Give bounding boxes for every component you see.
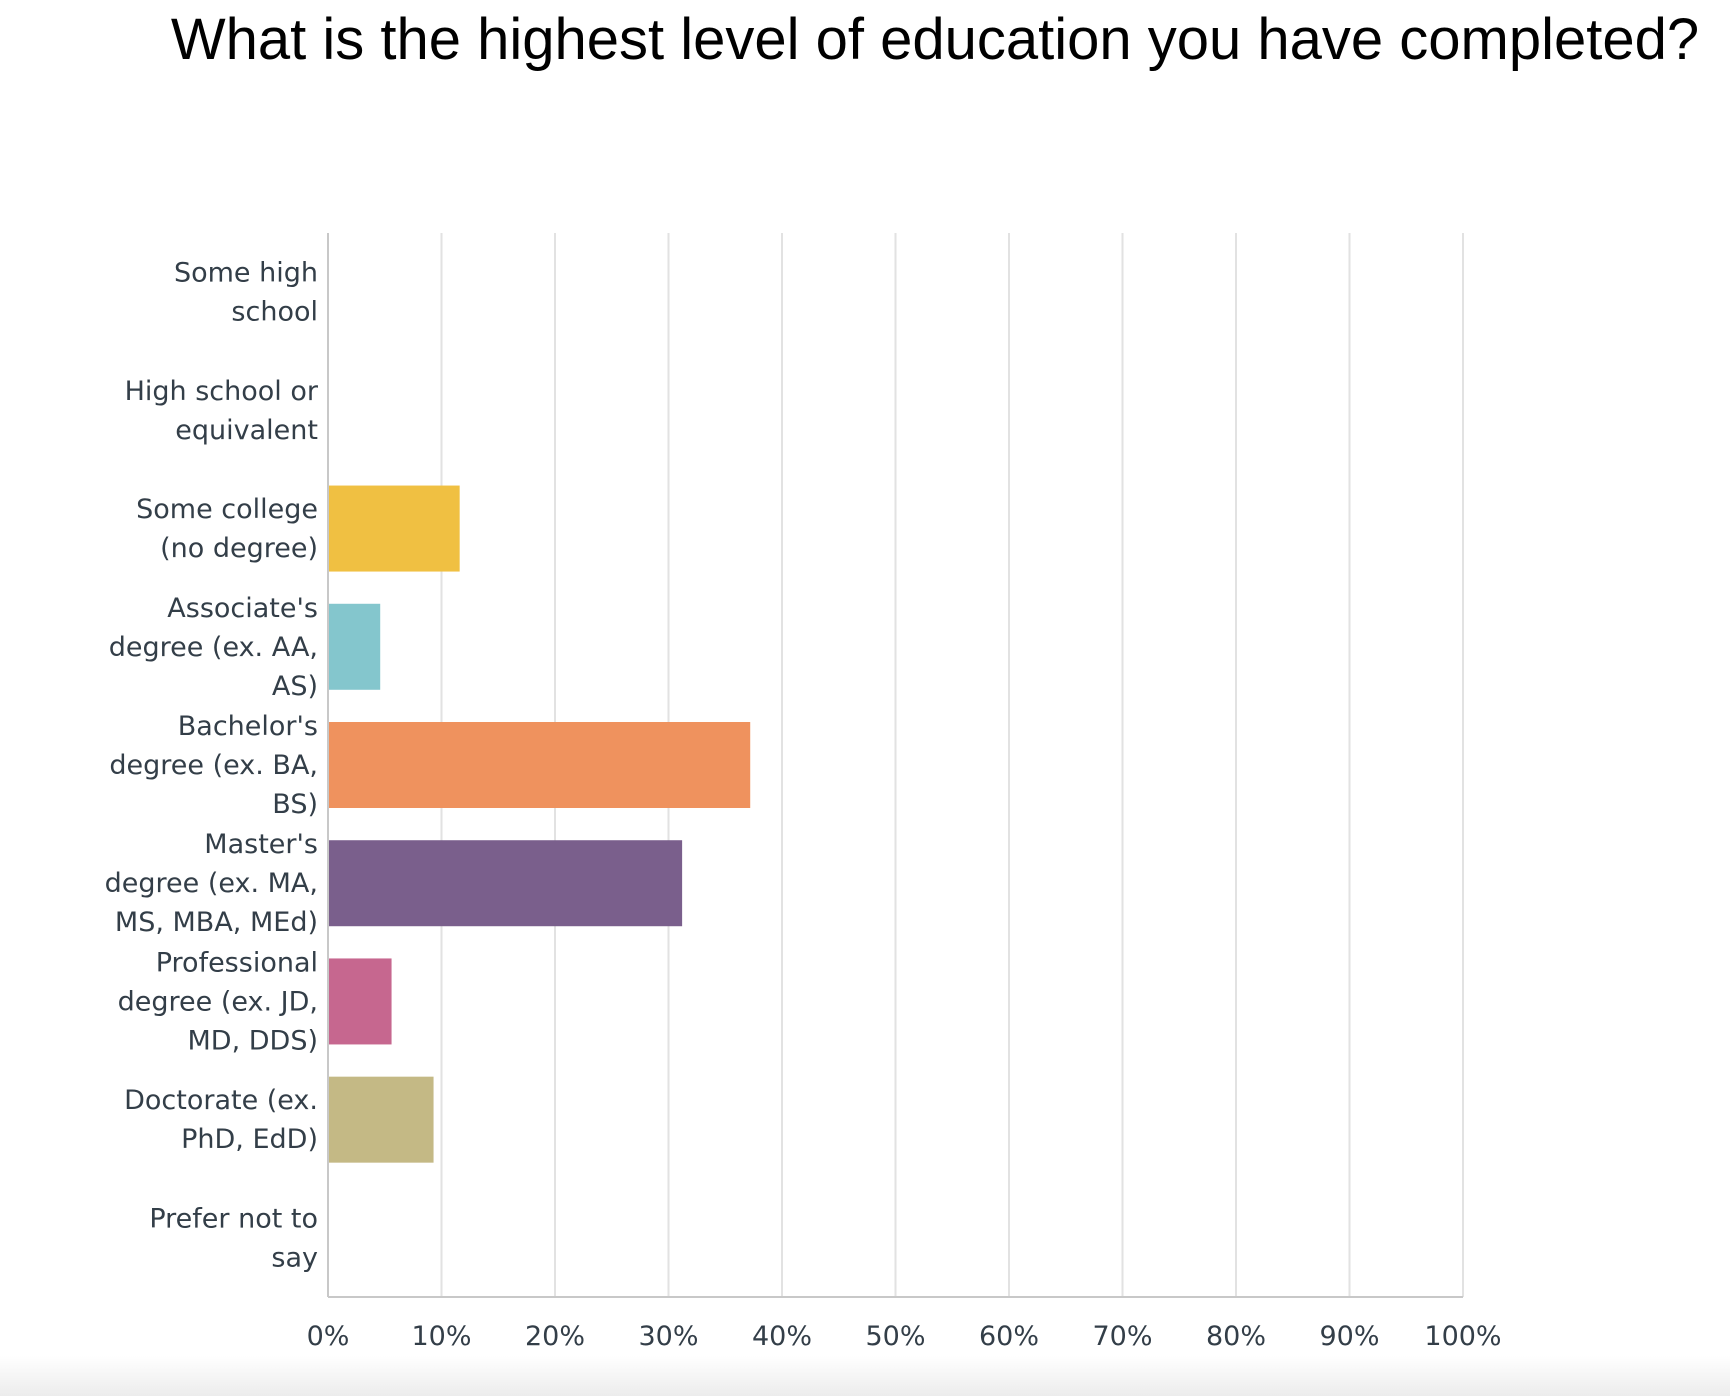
category-label: Master's degree (ex. MA, MS, MBA, MEd) (105, 829, 318, 938)
bar (328, 603, 381, 690)
x-tick-label: 50% (865, 1321, 925, 1352)
category-label: High school or equivalent (125, 376, 319, 446)
category-label: Prefer not to say (149, 1203, 318, 1273)
chart-title: What is the highest level of education y… (170, 7, 1700, 72)
x-tick-label: 70% (1092, 1321, 1152, 1352)
bar (328, 1076, 434, 1163)
category-label: Bachelor's degree (ex. BA, BS) (109, 711, 318, 820)
category-label: Some high school (174, 258, 318, 328)
x-tick-label: 80% (1206, 1321, 1266, 1352)
bottom-shade (0, 1356, 1730, 1396)
bar (328, 840, 683, 927)
category-labels: Some high school High school or equivalent S… (105, 258, 319, 1274)
category-label: Professional degree (ex. JD, MD, DDS) (118, 947, 318, 1056)
x-tick-label: 20% (525, 1321, 585, 1352)
bar (328, 722, 751, 808)
bars (328, 485, 751, 1163)
x-tick-label: 30% (638, 1321, 698, 1352)
category-label: Some college (no degree) (136, 494, 318, 564)
x-tick-label: 0% (307, 1321, 350, 1352)
x-tick-label: 90% (1319, 1321, 1379, 1352)
x-tick-label: 100% (1424, 1321, 1501, 1352)
bar (328, 485, 460, 572)
category-label: Associate's degree (ex. AA, AS) (109, 593, 318, 702)
x-tick-label: 40% (752, 1321, 812, 1352)
x-tick-labels: 0% 10% 20% 30% 40% 50% 60% 70% 80% 90% 100% (307, 1321, 1502, 1352)
category-label: Doctorate (ex. PhD, EdD) (124, 1085, 318, 1155)
x-tick-label: 60% (979, 1321, 1039, 1352)
axes (327, 233, 1463, 1298)
x-tick-label: 10% (411, 1321, 471, 1352)
bar (328, 958, 392, 1045)
